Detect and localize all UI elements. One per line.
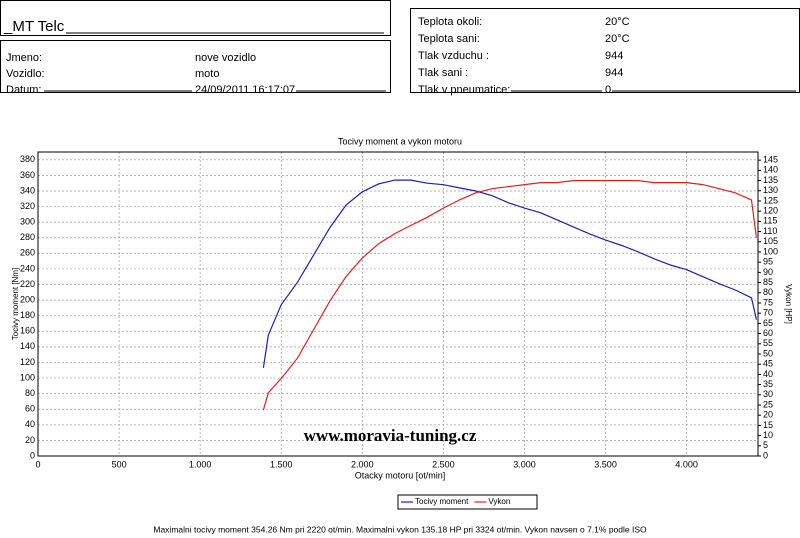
y2-tick-label: 95 xyxy=(763,257,773,267)
title-box xyxy=(0,0,391,36)
y2-tick-label: 45 xyxy=(763,359,773,369)
y-tick-label: 140 xyxy=(20,341,35,351)
y2-tick-label: 90 xyxy=(763,267,773,277)
y2-tick-label: 50 xyxy=(763,348,773,358)
field-value: moto xyxy=(195,68,219,80)
y2-tick-label: 0 xyxy=(763,450,768,460)
y-tick-label: 180 xyxy=(20,310,35,320)
y2-tick-label: 145 xyxy=(763,155,778,165)
x-tick-label: 1.500 xyxy=(270,459,293,469)
y-axis-label: Tocivy moment [Nm] xyxy=(11,268,20,340)
legend-entry: Tocivy moment xyxy=(415,497,469,506)
y2-tick-label: 25 xyxy=(763,399,773,409)
y-tick-label: 220 xyxy=(20,279,35,289)
legend-box xyxy=(397,494,538,510)
y2-tick-label: 80 xyxy=(763,287,773,297)
field-value: 0 xyxy=(605,84,611,96)
y2-tick-label: 140 xyxy=(763,165,778,175)
y-tick-label: 320 xyxy=(20,201,35,211)
field-label: Teplota sani: xyxy=(418,33,480,45)
y2-tick-label: 125 xyxy=(763,195,778,205)
y2-tick-label: 85 xyxy=(763,277,773,287)
y2-axis-label: Vykon [HP] xyxy=(784,284,793,324)
y-tick-label: 340 xyxy=(20,185,35,195)
field-value: nove vozidlo xyxy=(195,52,256,64)
y2-tick-label: 115 xyxy=(763,216,777,226)
series-line xyxy=(262,179,757,368)
field-label: Tlak sani : xyxy=(418,67,468,79)
field-label: Tlak vzduchu : xyxy=(418,50,489,62)
y-tick-label: 200 xyxy=(20,294,35,304)
field-value: 20°C xyxy=(605,16,630,28)
x-tick-label: 2.500 xyxy=(432,459,455,469)
series-line xyxy=(262,180,757,411)
field-label: Datum: xyxy=(6,84,41,96)
y-tick-label: 300 xyxy=(20,217,35,227)
y2-tick-label: 70 xyxy=(763,308,773,318)
y2-tick-label: 5 xyxy=(763,440,768,450)
y2-tick-label: 100 xyxy=(763,246,778,256)
watermark: www.moravia-tuning.cz xyxy=(304,426,477,445)
y2-tick-label: 75 xyxy=(763,297,773,307)
workshop: _MT Telc xyxy=(3,18,65,35)
y-tick-label: 20 xyxy=(25,435,35,445)
y2-tick-label: 40 xyxy=(763,369,773,379)
vehicle-box xyxy=(0,40,391,93)
x-tick-label: 3.500 xyxy=(594,459,617,469)
field-label: Jmeno: xyxy=(6,52,42,64)
y2-tick-label: 60 xyxy=(763,328,773,338)
y2-tick-label: 65 xyxy=(763,318,773,328)
y2-tick-label: 10 xyxy=(763,430,773,440)
x-axis-label: Otacky motoru [ot/min] xyxy=(355,470,446,480)
y2-tick-label: 120 xyxy=(763,206,778,216)
y-tick-label: 40 xyxy=(25,419,35,429)
y-tick-label: 260 xyxy=(20,248,35,258)
chart-title: Tocivy moment a vykon motoru xyxy=(338,136,462,146)
field-label: Teplota okoli: xyxy=(418,16,482,28)
y-tick-label: 100 xyxy=(20,372,35,382)
y-tick-label: 280 xyxy=(20,232,35,242)
y-tick-label: 380 xyxy=(20,154,35,164)
y-tick-label: 0 xyxy=(30,450,35,460)
y2-tick-label: 105 xyxy=(763,236,778,246)
y-tick-label: 60 xyxy=(25,404,35,414)
x-tick-label: 500 xyxy=(112,459,127,469)
y-tick-label: 360 xyxy=(20,170,35,180)
field-label: Tlak v pneumatice: xyxy=(418,84,510,96)
y-tick-label: 160 xyxy=(20,326,35,336)
x-tick-label: 4.000 xyxy=(675,459,698,469)
field-value: 20°C xyxy=(605,33,630,45)
plot-frame xyxy=(37,151,759,457)
field-value: 944 xyxy=(605,67,623,79)
y-tick-label: 240 xyxy=(20,263,35,273)
y2-tick-label: 30 xyxy=(763,389,773,399)
field-value: 944 xyxy=(605,50,623,62)
field-label: Vozidlo: xyxy=(6,68,45,80)
x-tick-label: 2.000 xyxy=(351,459,374,469)
x-tick-label: 1.000 xyxy=(189,459,212,469)
y2-tick-label: 35 xyxy=(763,379,773,389)
y2-tick-label: 130 xyxy=(763,185,778,195)
y2-tick-label: 135 xyxy=(763,175,778,185)
y2-tick-label: 110 xyxy=(763,226,777,236)
y2-tick-label: 15 xyxy=(763,420,773,430)
x-tick-label: 3.000 xyxy=(513,459,536,469)
x-tick-label: 0 xyxy=(35,459,40,469)
footer-note: Maximalni tocivy moment 354.26 Nm pri 22… xyxy=(153,524,647,534)
y-tick-label: 80 xyxy=(25,388,35,398)
y2-tick-label: 55 xyxy=(763,338,773,348)
y-tick-label: 120 xyxy=(20,357,35,367)
legend-entry: Vykon xyxy=(488,497,510,506)
y2-tick-label: 20 xyxy=(763,410,773,420)
field-value: 24/09/2011 16:17:07 xyxy=(195,84,295,96)
